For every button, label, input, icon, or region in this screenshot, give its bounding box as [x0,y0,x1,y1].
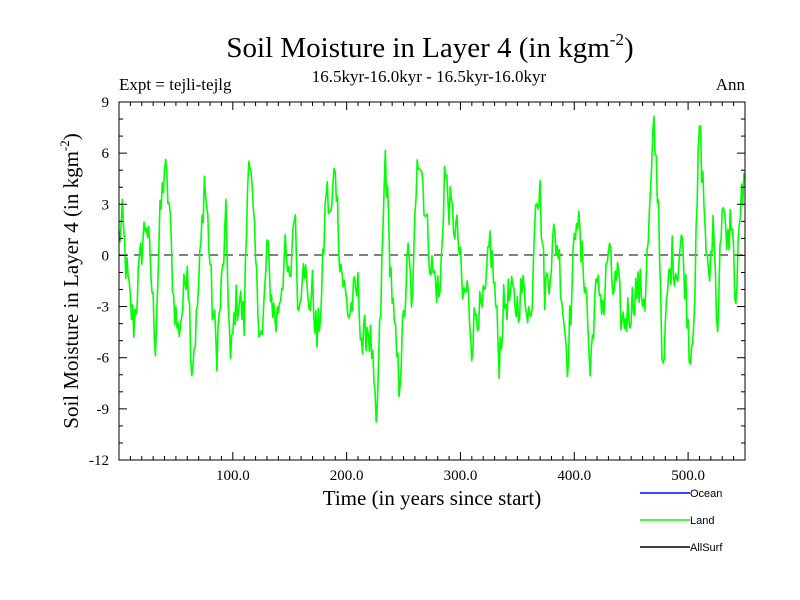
x-tick-label: 300.0 [444,468,478,484]
legend-label-allsurf: AllSurf [690,542,723,554]
y-tick-label: 3 [102,197,110,213]
x-axis-label: Time (in years since start) [323,486,542,510]
y-tick-label: -3 [97,300,110,316]
y-tick-label: -6 [97,351,110,367]
chart-subtitle: 16.5kyr-16.0kyr - 16.5kyr-16.0kyr [312,67,547,86]
y-tick-label: 6 [102,146,110,162]
x-tick-label: 400.0 [557,468,591,484]
legend-label-ocean: Ocean [690,488,722,500]
x-axis: 100.0 200.0 300.0 400.0 500.0 [129,102,735,484]
legend: Ocean Land AllSurf [640,488,723,554]
season-label: Ann [716,75,746,94]
x-tick-label: 200.0 [330,468,364,484]
legend-label-land: Land [690,515,714,527]
plot-frame [118,101,746,461]
chart-title: Soil Moisture in Layer 4 (in kgm-2) [226,30,633,64]
y-tick-label: -9 [97,402,110,418]
x-tick-label: 500.0 [671,468,705,484]
x-tick-label: 100.0 [216,468,250,484]
experiment-label: Expt = tejli-tejlg [119,75,232,94]
y-tick-label: 9 [102,95,110,111]
series-line-land [118,115,746,423]
y-tick-label: 0 [102,248,110,264]
y-tick-label: -12 [89,453,109,469]
y-axis: -12 -9 -6 -3 0 3 6 9 [89,95,745,469]
y-axis-label: Soil Moisture in Layer 4 (in kgm-2) [57,133,83,428]
